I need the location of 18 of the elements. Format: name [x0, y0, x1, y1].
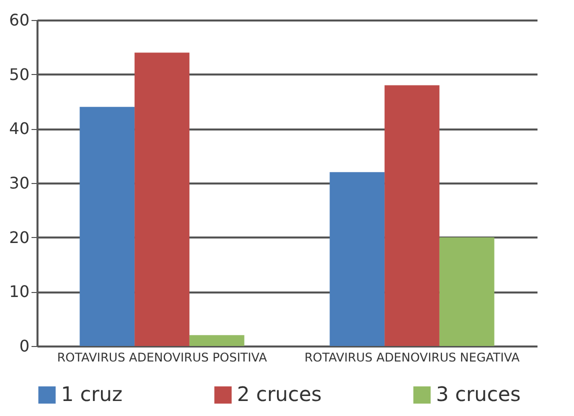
y-tick-label: 10: [9, 282, 30, 302]
bar: [80, 106, 135, 346]
bar: [330, 172, 385, 346]
y-tick-label: 20: [9, 228, 30, 247]
y-tick-label: 40: [9, 119, 30, 138]
bar: [384, 85, 440, 346]
y-tick-label: 0: [19, 336, 30, 356]
legend-label: 2 cruces: [237, 382, 322, 406]
bar: [439, 237, 494, 346]
y-tick-label: 60: [9, 10, 30, 30]
bar: [134, 52, 190, 346]
bar: [189, 335, 244, 346]
y-tick-label: 30: [9, 174, 30, 192]
x-tick-label: ROTAVIRUS ADENOVIRUS NEGATIVA: [304, 350, 520, 364]
x-tick-label: ROTAVIRUS ADENOVIRUS POSITIVA: [57, 350, 268, 364]
legend-label: 1 cruz: [61, 382, 122, 406]
legend-label: 3 cruces: [436, 382, 521, 406]
y-tick-label: 50: [9, 64, 30, 84]
